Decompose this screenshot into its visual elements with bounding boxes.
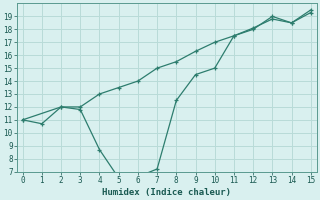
- X-axis label: Humidex (Indice chaleur): Humidex (Indice chaleur): [102, 188, 231, 197]
